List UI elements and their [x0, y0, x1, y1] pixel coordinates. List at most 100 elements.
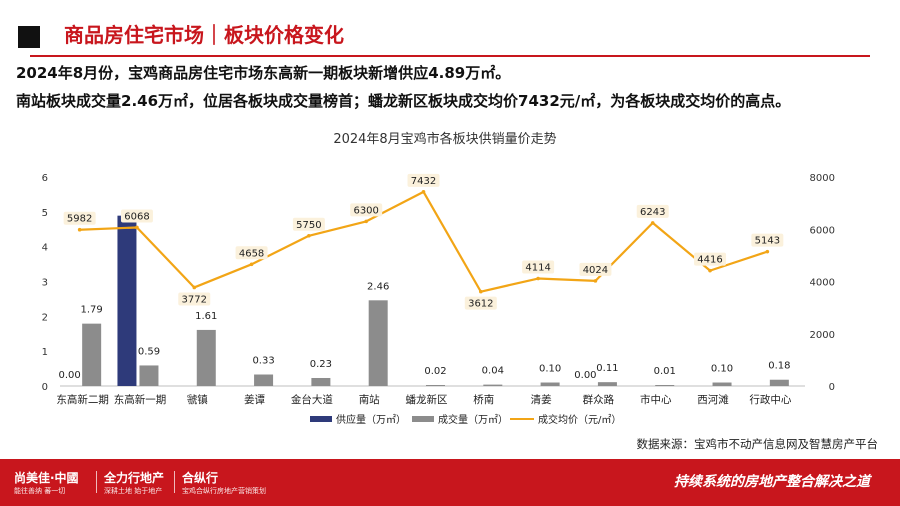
brand-quanlixing-name: 全力行地产 [104, 471, 165, 485]
y-right-tick-label: 2000 [810, 330, 835, 341]
deal-data-label: 0.18 [768, 361, 790, 372]
price-label-bg [579, 262, 612, 276]
x-category-label: 金台大道 [291, 393, 333, 406]
price-label-bg [292, 217, 325, 231]
page-title: 商品房住宅市场｜板块价格变化 [64, 23, 344, 47]
deal-data-label: 0.04 [482, 366, 504, 377]
brand-hezongxing-tagline: 宝鸡合纵行房地产营销策划 [182, 487, 266, 495]
deal-data-label: 0.11 [596, 363, 618, 374]
legend-supply-swatch [310, 416, 332, 422]
supply-data-label: 0.00 [574, 370, 596, 381]
price-point [765, 249, 770, 254]
deal-data-label: 0.10 [711, 364, 733, 375]
y-right-tick-label: 4000 [810, 278, 835, 289]
price-point [192, 285, 197, 290]
footer-divider [96, 471, 97, 493]
supply-bar [117, 215, 137, 386]
deal-bar [311, 377, 331, 386]
price-label-bg [350, 203, 383, 217]
price-data-label: 3612 [468, 299, 493, 310]
price-point [593, 279, 598, 283]
y-right-tick-label: 8000 [810, 173, 835, 184]
deal-data-label: 0.33 [252, 356, 274, 367]
x-category-label: 蟠龙新区 [406, 393, 448, 406]
x-category-label: 东高新一期 [114, 393, 167, 406]
y-left-tick-label: 4 [42, 243, 48, 254]
header-square-icon [18, 26, 40, 48]
y-right-tick-label: 0 [829, 382, 835, 393]
deal-bar [769, 379, 789, 386]
legend-deal-swatch [412, 416, 434, 422]
y-right-tick-label: 6000 [810, 225, 835, 236]
x-category-label: 群众路 [583, 393, 615, 406]
y-left-tick-label: 2 [42, 312, 48, 323]
deal-data-label: 0.02 [424, 366, 446, 377]
deal-data-label: 0.10 [539, 364, 561, 375]
deal-data-label: 1.79 [81, 305, 103, 316]
data-source: 数据来源：宝鸡市不动产信息网及智慧房产平台 [636, 437, 879, 451]
price-label-bg [636, 204, 669, 218]
y-left-tick-label: 5 [42, 208, 48, 219]
deal-bar [540, 382, 560, 386]
header-divider [30, 55, 870, 57]
price-point [364, 219, 368, 224]
summary-line-2: 南站板块成交量2.46万㎡，位居各板块成交量榜首；蟠龙新区板块成交均价7432元… [16, 92, 791, 110]
price-point [307, 233, 311, 238]
price-data-label: 6243 [640, 207, 665, 218]
price-label-bg [178, 292, 211, 306]
deal-data-label: 0.59 [138, 346, 160, 357]
brand-quanlixing-tagline: 深耕土地 始于地产 [104, 487, 163, 495]
x-category-label: 东高新二期 [56, 393, 109, 406]
price-point [479, 289, 483, 294]
legend-price-label: 成交均价（元/㎡） [538, 413, 621, 426]
footer-divider [174, 471, 175, 493]
x-category-label: 姜谭 [244, 393, 265, 406]
price-point [135, 225, 139, 230]
price-label-bg [63, 211, 96, 225]
deal-data-label: 2.46 [367, 281, 389, 292]
brand-shangmeijia-tagline: 能往善纳 蕃一切 [14, 487, 66, 495]
y-left-tick-label: 0 [42, 382, 48, 393]
price-data-label: 5750 [296, 220, 321, 231]
deal-bar [655, 385, 675, 386]
price-data-label: 4658 [239, 248, 264, 259]
x-category-label: 清姜 [531, 393, 552, 406]
brand-hezongxing-name: 合纵行 [182, 471, 219, 485]
price-label-bg [235, 246, 268, 260]
legend-deal-label: 成交量（万㎡） [438, 413, 508, 426]
footer-bar: 尚美佳·中國 能往善纳 蕃一切 全力行地产 深耕土地 始于地产 合纵行 宝鸡合纵… [0, 459, 900, 506]
x-category-label: 行政中心 [749, 393, 791, 406]
x-category-label: 桥南 [473, 393, 494, 406]
price-point [421, 190, 426, 194]
price-data-label: 4024 [583, 265, 608, 276]
chart-title: 2024年8月宝鸡市各板块供销量价走势 [333, 131, 556, 147]
price-data-label: 4416 [697, 255, 722, 266]
brand-hezongxing: 合纵行 宝鸡合纵行房地产营销策划 [182, 459, 266, 506]
price-data-label: 6300 [353, 205, 378, 216]
deal-bar [597, 382, 617, 386]
deal-data-label: 0.23 [310, 359, 332, 370]
price-volume-chart: 2024年8月宝鸡市各板块供销量价走势 0 1 2 3 4 5 6 0 2000 4000 6000… [42, 131, 835, 426]
price-data-label: 6068 [124, 211, 149, 222]
deal-data-label: 1.61 [195, 311, 217, 322]
deal-bar [82, 323, 102, 386]
legend-supply-label: 供应量（万㎡） [336, 413, 406, 426]
price-label-bg [464, 296, 497, 310]
y-left-tick-label: 3 [42, 278, 48, 289]
deal-bar [196, 329, 216, 386]
price-label-bg [120, 209, 153, 223]
deal-data-label: 0.01 [654, 366, 676, 377]
price-point [708, 268, 712, 273]
x-category-label: 市中心 [640, 393, 672, 406]
brand-shangmeijia: 尚美佳·中國 能往善纳 蕃一切 [14, 459, 79, 506]
y-left-tick-label: 1 [42, 347, 48, 358]
supply-data-label: 0.00 [59, 370, 81, 381]
price-label-bg [694, 252, 727, 266]
brand-quanlixing: 全力行地产 深耕土地 始于地产 [104, 459, 164, 506]
summary-line-1: 2024年8月份，宝鸡商品房住宅市场东高新一期板块新增供应4.89万㎡。 [16, 64, 511, 82]
price-point [650, 221, 655, 225]
brand-shangmeijia-name: 尚美佳·中國 [14, 471, 79, 485]
deal-bar [426, 385, 445, 386]
deal-bar [139, 365, 159, 386]
price-label-bg [407, 173, 440, 187]
